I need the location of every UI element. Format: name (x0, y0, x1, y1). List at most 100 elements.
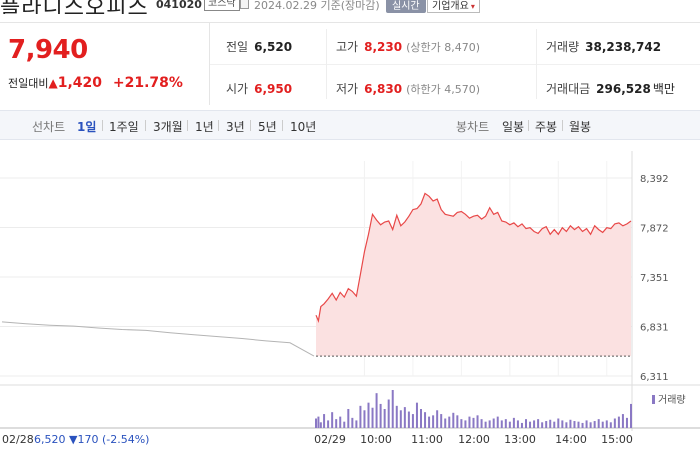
volume-bar (315, 418, 317, 428)
volume-bar (496, 416, 499, 428)
volume-bar (589, 422, 592, 428)
tab-separator (187, 120, 188, 131)
volume-bar (609, 422, 612, 428)
volume-bar (529, 421, 532, 428)
volume-bar (452, 412, 455, 428)
x-tick-label: 14:00 (555, 433, 587, 446)
title-strip: 플라니스오피스 041020 코스닥 2024.02.29 기준(장마감) 실시… (0, 0, 700, 14)
stat-label: 저가 (336, 82, 359, 96)
tab-5year[interactable]: 5년 (258, 120, 277, 134)
stat-value: 38,238,742 (585, 40, 662, 54)
live-button[interactable]: 실시간 (386, 0, 426, 13)
tab-daily-candle[interactable]: 일봉 (502, 120, 525, 134)
as-of-date: 2024.02.29 기준(장마감) (254, 0, 380, 12)
volume-bar (512, 417, 515, 428)
volume-bar (448, 416, 451, 428)
stats-grid: 전일 6,520 고가 8,230 (상한가 8,470) 거래량 38,238,742… (210, 23, 700, 105)
stat-prev-close: 전일 6,520 (226, 38, 292, 55)
stat-open: 시가 6,950 (226, 80, 292, 97)
volume-bar (557, 418, 560, 428)
volume-bar (504, 419, 507, 428)
stock-code: 041020 (156, 0, 202, 11)
volume-bar (625, 417, 628, 428)
volume-bar (630, 403, 632, 428)
volume-bar (432, 415, 435, 428)
stat-value: 6,950 (254, 82, 293, 96)
change-label: 전일대비 (8, 77, 49, 90)
tab-separator (562, 120, 563, 131)
volume-bar (500, 420, 503, 428)
stat-label: 거래량 (546, 40, 580, 54)
stat-high: 고가 8,230 (상한가 8,470) (336, 38, 480, 55)
tab-3month[interactable]: 3개월 (153, 120, 183, 134)
volume-bar (411, 414, 414, 428)
change-row: 전일대비▲1,420 +21.78% (8, 75, 183, 91)
tab-monthly-candle[interactable]: 월봉 (569, 120, 592, 134)
volume-bar (387, 399, 390, 428)
volume-bar (525, 419, 527, 428)
stat-label: 거래대금 (546, 82, 591, 96)
volume-bar (520, 422, 523, 428)
current-price: 7,940 (8, 35, 88, 65)
prev-day-date-label: 02/28 (2, 433, 34, 446)
volume-bar (407, 411, 410, 428)
volume-bar (367, 402, 370, 428)
volume-bar (597, 419, 600, 428)
volume-bar (621, 414, 624, 428)
stat-label: 고가 (336, 40, 359, 54)
x-tick-label: 12:00 (458, 433, 490, 446)
volume-bar (399, 410, 402, 428)
volume-bar (327, 420, 330, 428)
volume-bar (363, 410, 366, 428)
volume-bar (581, 422, 584, 428)
volume-bar (537, 419, 540, 428)
volume-bar (464, 420, 467, 428)
volume-bar (553, 421, 556, 428)
volume-bar (331, 412, 334, 428)
stat-upper-limit: (상한가 8,470) (406, 41, 480, 54)
company-name: 플라니스오피스 (0, 0, 149, 14)
volume-bar (593, 421, 596, 428)
stat-label: 시가 (226, 82, 249, 96)
volume-bar (391, 390, 394, 428)
x-tick-label: 10:00 (360, 433, 392, 446)
tab-weekly-candle[interactable]: 주봉 (535, 120, 558, 134)
tab-10year[interactable]: 10년 (290, 120, 317, 134)
volume-bar (573, 421, 576, 428)
volume-bar (565, 422, 568, 428)
price-box: 7,940 전일대비▲1,420 +21.78% (0, 23, 210, 105)
tab-separator (145, 120, 146, 131)
volume-bar (480, 419, 483, 428)
volume-bar (484, 421, 487, 428)
stat-trade-value: 거래대금 296,528 백만 (546, 80, 675, 97)
tab-1day[interactable]: 1일 (77, 120, 97, 134)
tab-separator (250, 120, 251, 131)
volume-bar (492, 418, 495, 428)
tab-line-chart[interactable]: 선차트 (32, 120, 66, 134)
y-tick-label: 7,351 (640, 273, 669, 284)
tab-3year[interactable]: 3년 (226, 120, 245, 134)
stat-unit: 백만 (652, 82, 675, 96)
volume-bar (605, 420, 608, 428)
stat-value: 6,520 (254, 40, 293, 54)
tab-candle-chart[interactable]: 봉차트 (456, 120, 490, 134)
volume-bar (420, 409, 422, 428)
volume-bar (541, 422, 544, 428)
volume-bar (359, 405, 362, 428)
volume-bar (585, 420, 588, 428)
volume-bar (375, 393, 378, 428)
market-badge: 코스닥 (204, 0, 240, 11)
y-tick-label: 7,872 (640, 224, 669, 235)
volume-bar (347, 409, 350, 428)
company-info-button[interactable]: 기업개요 ▾ (427, 0, 480, 13)
company-info-label: 기업개요 (432, 1, 469, 12)
volume-bar (379, 403, 382, 428)
volume-bar (323, 414, 326, 428)
tab-1year[interactable]: 1년 (195, 120, 214, 134)
volume-bar (617, 416, 620, 428)
stat-value: 6,830 (364, 82, 403, 96)
volume-legend-label: 거래량 (658, 394, 686, 406)
tab-1week[interactable]: 1주일 (109, 120, 139, 134)
volume-bar (545, 421, 548, 428)
volume-bar (468, 416, 471, 428)
